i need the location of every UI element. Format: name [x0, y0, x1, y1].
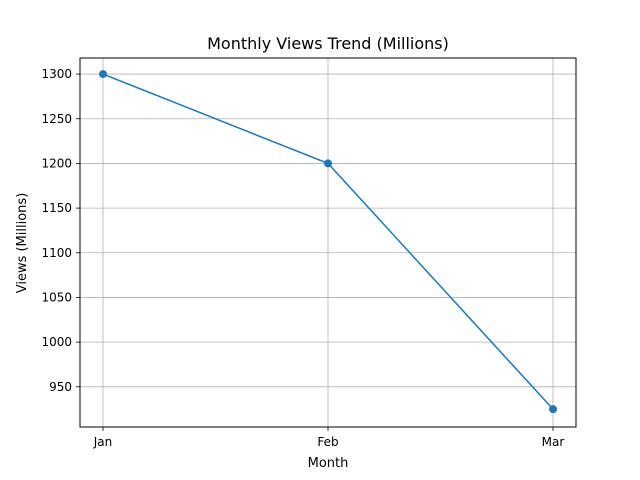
y-tick-label: 1050	[41, 290, 72, 304]
y-tick-label: 1000	[41, 335, 72, 349]
tick-layer: Jan Feb Mar 950 1000 1050 1100 1150 1200 1250 1300	[41, 67, 564, 449]
data-point	[324, 159, 332, 168]
series-layer	[99, 70, 557, 414]
y-axis-label: Views (Millions)	[15, 193, 30, 294]
data-point	[549, 405, 557, 414]
y-tick-label: 950	[49, 380, 72, 394]
y-tick-label: 1200	[41, 156, 72, 170]
chart-title: Monthly Views Trend (Millions)	[207, 34, 449, 53]
x-tick-label: Jan	[93, 435, 113, 449]
y-tick-label: 1300	[41, 67, 72, 81]
y-tick-label: 1250	[41, 112, 72, 126]
y-tick-label: 1100	[41, 246, 72, 260]
data-point	[99, 70, 107, 79]
x-tick-label: Feb	[317, 435, 338, 449]
x-axis-label: Month	[308, 456, 349, 471]
y-tick-label: 1150	[41, 201, 72, 215]
x-tick-label: Mar	[542, 435, 565, 449]
